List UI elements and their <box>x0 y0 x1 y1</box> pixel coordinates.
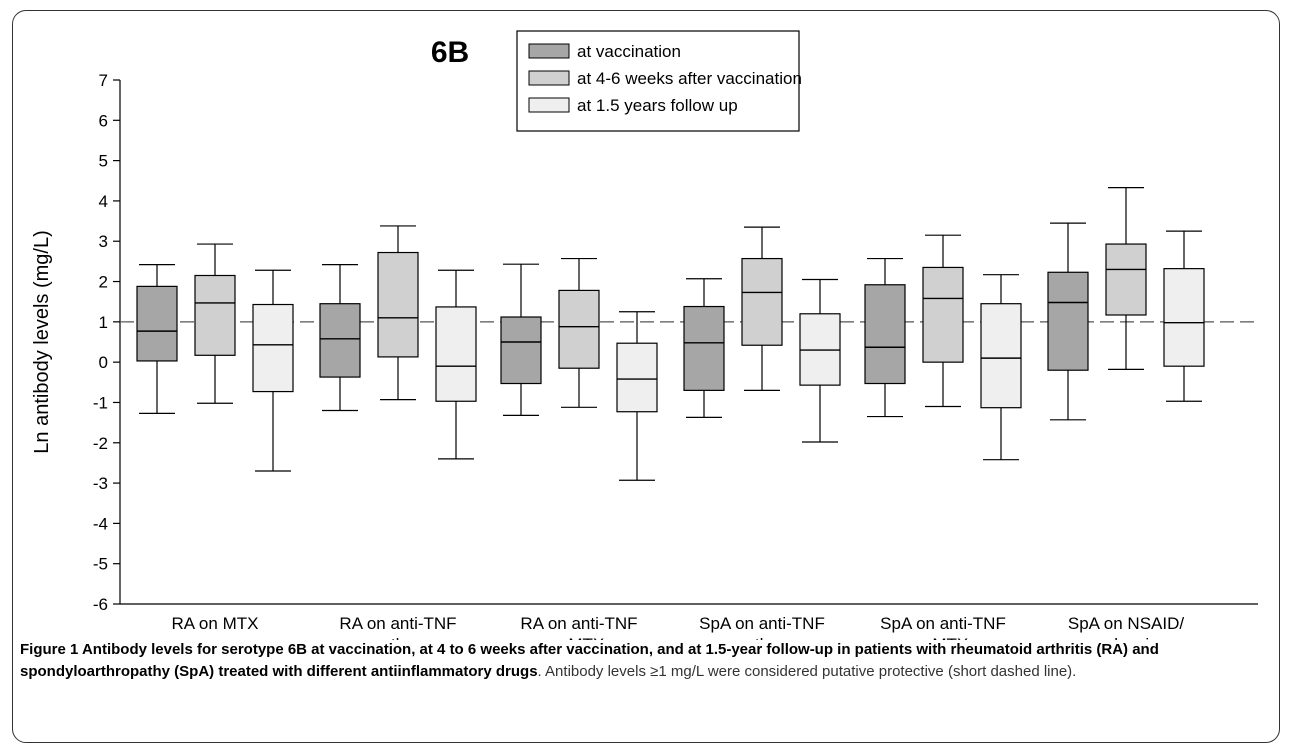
box-5-1 <box>864 284 906 385</box>
legend-label: at vaccination <box>577 42 681 61</box>
legend-label: at 1.5 years follow up <box>577 96 738 115</box>
x-category-label: SpA on NSAID/ <box>1068 614 1185 633</box>
legend-swatch <box>528 70 570 86</box>
box-6-2 <box>1105 243 1147 316</box>
box-2-3 <box>435 306 477 402</box>
y-tick-label: 0 <box>99 353 108 372</box>
box-1-1 <box>136 285 178 362</box>
box-6-1 <box>1047 271 1089 371</box>
box-3-2 <box>558 289 600 369</box>
x-category-label: SpA on anti-TNF <box>880 614 1006 633</box>
x-category-label: RA on MTX <box>172 614 259 633</box>
y-tick-label: 1 <box>99 313 108 332</box>
y-tick-label: 4 <box>99 192 108 211</box>
y-tick-label: -2 <box>93 434 108 453</box>
caption-label: Figure 1 Antibody levels for serotype 6B… <box>20 641 1159 680</box>
chart-title: 6B <box>431 36 469 69</box>
y-tick-label: -6 <box>93 595 108 614</box>
y-tick-label: -3 <box>93 474 108 493</box>
legend-label: at 4-6 weeks after vaccination <box>577 69 802 88</box>
x-category-label: + MTX <box>554 635 605 640</box>
y-tick-label: 2 <box>99 273 108 292</box>
x-category-label: RA on anti-TNF <box>339 614 456 633</box>
box-1-2 <box>194 274 236 356</box>
legend-swatch <box>528 43 570 59</box>
y-tick-label: 6 <box>99 111 108 130</box>
box-4-2 <box>741 257 783 346</box>
y-tick-label: -1 <box>93 393 108 412</box>
box-6-3 <box>1163 268 1205 367</box>
box-5-2 <box>922 266 964 363</box>
x-category-label: RA on anti-TNF <box>520 614 637 633</box>
box-2-2 <box>377 251 419 358</box>
x-category-label: monotherapy <box>348 635 448 640</box>
y-axis-label: Ln antibody levels (mg/L) <box>31 230 53 453</box>
x-category-label: analgesics <box>1086 635 1166 640</box>
box-1-3 <box>252 303 294 393</box>
y-tick-label: -5 <box>93 555 108 574</box>
box-2-1 <box>319 303 361 378</box>
y-tick-label: 3 <box>99 232 108 251</box>
y-tick-label: 7 <box>99 71 108 90</box>
x-category-label: monotherapy <box>712 635 812 640</box>
x-category-label: SpA on anti-TNF <box>699 614 825 633</box>
box-3-3 <box>616 342 658 413</box>
box-4-1 <box>683 305 725 391</box>
figure-caption: Figure 1 Antibody levels for serotype 6B… <box>20 639 1275 683</box>
box-3-1 <box>500 316 542 385</box>
box-plot-chart: 7 6 5 4 3 2 1 0 -1 -2 -3 -4 -5 -6 Ln antibody levels (… <box>31 30 1258 640</box>
x-category-label: + MTX <box>918 635 969 640</box>
box-5-3 <box>980 303 1022 409</box>
caption-text: . Antibody levels ≥1 mg/L were considere… <box>537 663 1077 680</box>
legend-swatch <box>528 97 570 113</box>
y-tick-label: -4 <box>93 514 108 533</box>
y-tick-label: 5 <box>99 152 108 171</box>
